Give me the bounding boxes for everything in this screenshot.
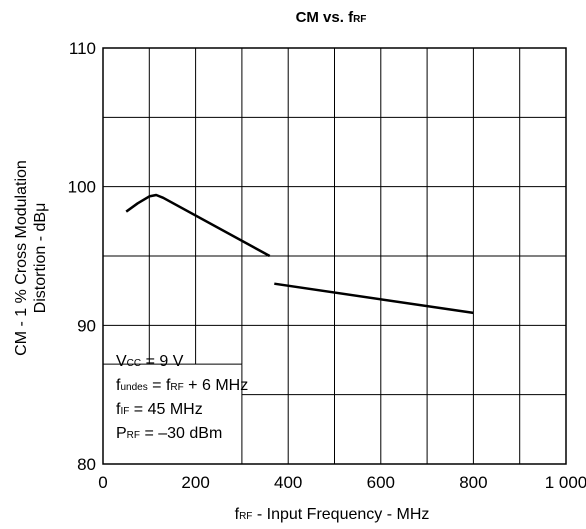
x-axis-label-rest: - Input Frequency - MHz xyxy=(252,506,429,523)
series-line-segment xyxy=(125,193,271,258)
x-tick-label: 1 000 xyxy=(545,473,586,492)
x-axis-label-sub: RF xyxy=(239,511,252,522)
annotation-text: f xyxy=(116,377,121,394)
y-tick-label: 80 xyxy=(77,455,96,474)
annotation-subscript: IF xyxy=(120,406,129,417)
y-tick-label: 110 xyxy=(69,39,96,58)
y-axis-label-line1: CM - 1 % Cross Modulation xyxy=(13,160,30,356)
annotation-text: = 9 V xyxy=(141,353,184,370)
x-tick-label: 400 xyxy=(274,473,302,492)
annotation-text: = –30 dBm xyxy=(140,425,222,442)
annotation-subscript: RF xyxy=(127,430,140,441)
grid xyxy=(102,47,567,465)
annotation-text: V xyxy=(116,353,127,370)
annotation-text: = f xyxy=(148,377,171,394)
y-axis-label: CM - 1 % Cross Modulation Distortion - d… xyxy=(13,160,49,356)
annotation-text: + 6 MHz xyxy=(184,377,248,394)
series-line-segment xyxy=(274,282,474,315)
annotation-line: VCC = 9 V xyxy=(116,353,184,370)
annotation-text: = 45 MHz xyxy=(129,401,202,418)
y-tick-label: 90 xyxy=(77,316,96,335)
plot-frame xyxy=(102,47,567,465)
x-tick-label: 200 xyxy=(181,473,209,492)
x-tick-labels: 0 200 400 600 800 1 000 xyxy=(98,473,586,492)
annotation-text: P xyxy=(116,425,127,442)
chart-title: CM vs. fRF xyxy=(296,9,367,26)
series-group xyxy=(125,193,474,315)
annotation-line: fundes = fRF + 6 MHz xyxy=(116,377,248,394)
y-axis-label-line2: Distortion - dBμ xyxy=(32,203,49,314)
chart-title-main: CM vs. f xyxy=(296,9,355,26)
x-axis-label-f: f xyxy=(235,506,240,523)
x-tick-label: 800 xyxy=(459,473,487,492)
y-tick-label: 100 xyxy=(68,178,96,197)
annotation-subscript: undes xyxy=(120,382,147,393)
annotation-subscript: CC xyxy=(127,358,141,369)
chart-title-sub: RF xyxy=(353,14,366,25)
annotation-line: PRF = –30 dBm xyxy=(116,425,222,442)
x-tick-label: 600 xyxy=(367,473,395,492)
annotation-text: f xyxy=(116,401,121,418)
x-axis-label: fRF - Input Frequency - MHz xyxy=(235,506,430,523)
annotation-subscript: RF xyxy=(170,382,183,393)
annotation-line: fIF = 45 MHz xyxy=(116,401,203,418)
y-tick-labels: 80 90 100 110 xyxy=(68,39,96,474)
x-tick-label: 0 xyxy=(98,473,107,492)
